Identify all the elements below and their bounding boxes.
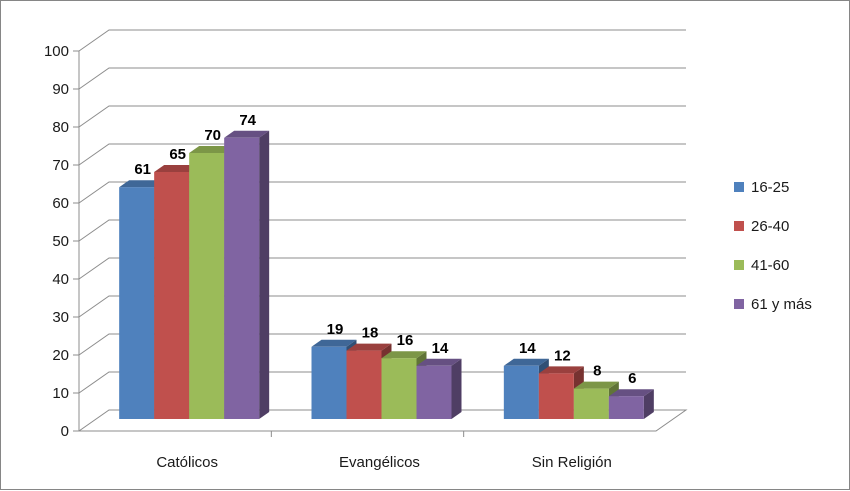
legend: 16-25 26-40 41-60 61 y más (734, 179, 812, 313)
legend-swatch (734, 299, 744, 309)
gridline (78, 257, 686, 280)
x-category-label: Sin Religión (532, 454, 612, 471)
y-axis-ticks: 0 10 20 30 40 50 60 70 80 90 100 (44, 43, 79, 440)
gridline (78, 105, 686, 128)
y-tick-label: 60 (52, 195, 69, 212)
x-category-label: Católicos (156, 454, 218, 471)
data-labels: 61 65 70 74 19 18 16 14 14 12 8 6 (134, 112, 636, 387)
y-tick-label: 10 (52, 385, 69, 402)
legend-label: 26-40 (751, 218, 789, 235)
data-label: 14 (519, 340, 536, 357)
bar-side (259, 130, 270, 420)
x-axis-categories: Católicos Evangélicos Sin Religión (156, 431, 612, 471)
bar-front (608, 396, 644, 419)
bar-front (346, 350, 382, 419)
gridline (78, 181, 686, 204)
y-tick-label: 100 (44, 43, 69, 60)
bar-side (451, 358, 462, 419)
bar-top (416, 358, 462, 366)
bar-front (573, 388, 609, 419)
bar-top (311, 339, 357, 347)
bar-front (538, 373, 574, 419)
bar-top (503, 358, 549, 366)
bar-side (643, 389, 654, 419)
legend-label: 16-25 (751, 179, 789, 196)
bars (119, 130, 654, 420)
data-label: 8 (593, 363, 601, 380)
data-label: 74 (239, 112, 256, 129)
legend-swatch (734, 260, 744, 270)
bar-top (119, 180, 165, 188)
y-tick-label: 40 (52, 271, 69, 288)
bar (224, 130, 270, 420)
bar-front (119, 187, 155, 419)
gridline (78, 333, 686, 356)
y-tick-label: 30 (52, 309, 69, 326)
data-label: 65 (169, 146, 186, 163)
bar-top (346, 343, 392, 351)
gridline (78, 143, 686, 166)
bar (608, 389, 654, 419)
bar-front (416, 365, 452, 419)
data-label: 14 (432, 340, 449, 357)
bar-top (573, 381, 619, 389)
bar-front (311, 346, 347, 419)
y-tick-label: 20 (52, 347, 69, 364)
bar-top (189, 146, 235, 153)
bar-top (381, 351, 427, 359)
bar-top (608, 389, 654, 397)
legend-swatch (734, 221, 744, 231)
data-label: 6 (628, 370, 636, 387)
y-tick-label: 0 (61, 423, 69, 440)
bar-front (503, 365, 539, 419)
data-label: 70 (204, 127, 221, 144)
legend-label: 41-60 (751, 257, 789, 274)
data-label: 19 (327, 321, 344, 338)
bar (416, 358, 462, 419)
data-label: 18 (362, 325, 379, 342)
bar-front (189, 153, 225, 419)
data-label: 12 (554, 347, 571, 364)
gridline (78, 67, 686, 90)
bar-front (381, 358, 417, 419)
y-tick-label: 80 (52, 119, 69, 136)
gridline (78, 29, 686, 52)
x-category-label: Evangélicos (339, 454, 420, 471)
gridline (78, 295, 686, 318)
y-tick-label: 50 (52, 233, 69, 250)
y-tick-label: 70 (52, 157, 69, 174)
bar-top (538, 366, 584, 374)
gridline (78, 371, 686, 394)
gridlines (78, 29, 686, 394)
bar-front (154, 172, 190, 419)
bar-top (154, 165, 200, 172)
bar-front (224, 137, 260, 420)
legend-swatch (734, 182, 744, 192)
gridline (78, 219, 686, 242)
y-tick-label: 90 (52, 81, 69, 98)
data-label: 16 (397, 332, 414, 349)
bar-top (224, 130, 270, 138)
data-label: 61 (134, 161, 151, 178)
legend-label: 61 y más (751, 296, 812, 313)
